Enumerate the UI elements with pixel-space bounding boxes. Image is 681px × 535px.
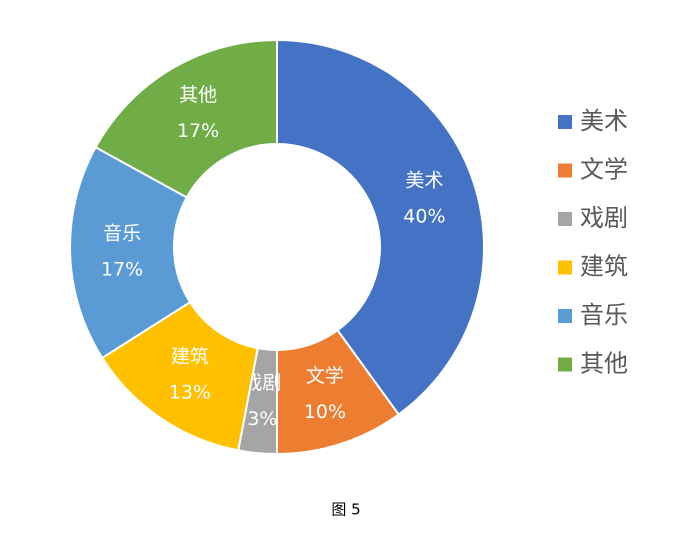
slice-value-label: 17%	[177, 120, 219, 142]
legend-label: 戏剧	[580, 204, 628, 232]
legend-label: 美术	[580, 107, 628, 135]
slice-category-label: 美术	[405, 170, 443, 192]
slice-category-label: 音乐	[103, 222, 141, 244]
legend-swatch	[558, 212, 572, 226]
slice-value-label: 3%	[247, 408, 277, 430]
legend-label: 其他	[580, 350, 628, 378]
legend-label: 音乐	[580, 301, 628, 329]
slice	[100, 300, 259, 452]
slice	[69, 145, 192, 360]
slice-value-label: 13%	[169, 382, 211, 404]
legend-label: 建筑	[580, 253, 628, 281]
slice-value-label: 40%	[403, 206, 445, 228]
legend-swatch	[558, 163, 572, 178]
slice-value-label: 17%	[101, 258, 143, 280]
slice	[94, 38, 278, 199]
legend-swatch	[558, 260, 572, 275]
slice-category-label: 文学	[306, 365, 344, 387]
legend-swatch	[558, 309, 572, 323]
slice-value-label: 10%	[304, 401, 346, 423]
legend-label: 文学	[580, 156, 628, 184]
legend-swatch	[558, 115, 572, 129]
slice	[276, 38, 485, 416]
slice-category-label: 建筑	[171, 346, 209, 368]
legend-swatch	[558, 357, 572, 372]
caption: 图 5	[331, 501, 360, 519]
slice-category-label: 其他	[179, 84, 217, 106]
